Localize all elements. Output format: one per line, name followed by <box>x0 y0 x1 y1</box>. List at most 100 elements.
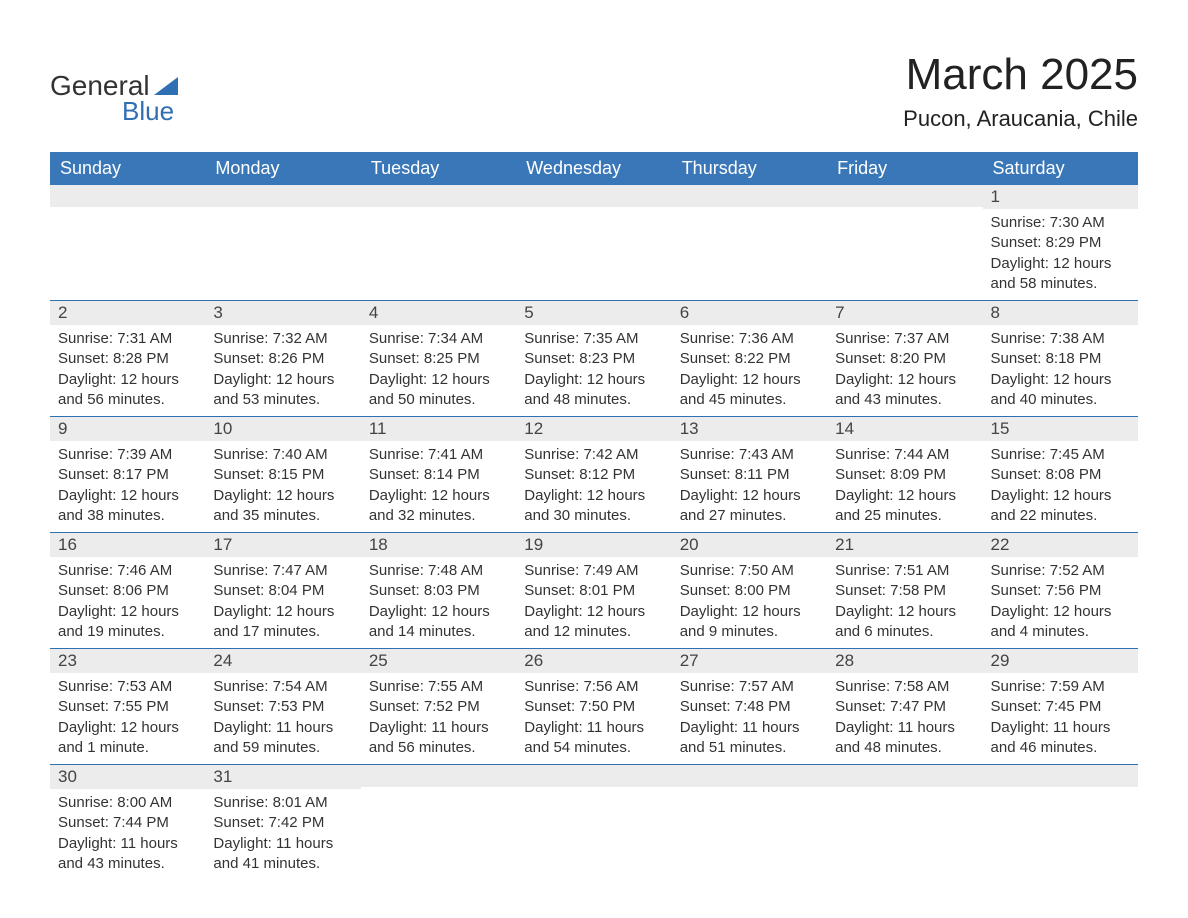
day-line: Daylight: 12 hours and 48 minutes. <box>524 370 663 411</box>
day-line: Sunrise: 7:41 AM <box>369 445 508 465</box>
calendar-cell: 22Sunrise: 7:52 AMSunset: 7:56 PMDayligh… <box>983 533 1138 649</box>
day-line: Sunset: 8:03 PM <box>369 581 508 601</box>
day-line: Sunrise: 7:36 AM <box>680 329 819 349</box>
day-line: Sunrise: 7:55 AM <box>369 677 508 697</box>
day-number <box>983 765 1138 787</box>
day-line: Daylight: 12 hours and 30 minutes. <box>524 486 663 527</box>
day-number: 24 <box>205 649 360 673</box>
day-content: Sunrise: 7:44 AMSunset: 8:09 PMDaylight:… <box>827 441 982 532</box>
day-line: Daylight: 12 hours and 56 minutes. <box>58 370 197 411</box>
day-line: Sunrise: 7:52 AM <box>991 561 1130 581</box>
day-line: Sunrise: 7:38 AM <box>991 329 1130 349</box>
day-line: Sunset: 7:45 PM <box>991 697 1130 717</box>
day-content <box>361 207 516 287</box>
day-line: Daylight: 12 hours and 35 minutes. <box>213 486 352 527</box>
day-content: Sunrise: 7:41 AMSunset: 8:14 PMDaylight:… <box>361 441 516 532</box>
day-line: Sunset: 7:53 PM <box>213 697 352 717</box>
calendar-cell: 10Sunrise: 7:40 AMSunset: 8:15 PMDayligh… <box>205 417 360 533</box>
day-header-tuesday: Tuesday <box>361 152 516 185</box>
day-line: Daylight: 12 hours and 14 minutes. <box>369 602 508 643</box>
day-content: Sunrise: 7:34 AMSunset: 8:25 PMDaylight:… <box>361 325 516 416</box>
calendar-cell: 5Sunrise: 7:35 AMSunset: 8:23 PMDaylight… <box>516 301 671 417</box>
day-line: Sunset: 7:42 PM <box>213 813 352 833</box>
day-number: 26 <box>516 649 671 673</box>
day-line: Sunrise: 7:43 AM <box>680 445 819 465</box>
day-content: Sunrise: 7:47 AMSunset: 8:04 PMDaylight:… <box>205 557 360 648</box>
day-line: Daylight: 12 hours and 32 minutes. <box>369 486 508 527</box>
day-content: Sunrise: 7:43 AMSunset: 8:11 PMDaylight:… <box>672 441 827 532</box>
day-content <box>827 207 982 287</box>
day-line: Daylight: 12 hours and 9 minutes. <box>680 602 819 643</box>
day-number: 29 <box>983 649 1138 673</box>
day-line: Daylight: 12 hours and 38 minutes. <box>58 486 197 527</box>
week-row: 2Sunrise: 7:31 AMSunset: 8:28 PMDaylight… <box>50 301 1138 417</box>
calendar-cell: 13Sunrise: 7:43 AMSunset: 8:11 PMDayligh… <box>672 417 827 533</box>
day-content: Sunrise: 7:49 AMSunset: 8:01 PMDaylight:… <box>516 557 671 648</box>
day-line: Sunrise: 7:58 AM <box>835 677 974 697</box>
day-line: Daylight: 11 hours and 59 minutes. <box>213 718 352 759</box>
day-line: Sunset: 7:52 PM <box>369 697 508 717</box>
day-line: Sunset: 7:44 PM <box>58 813 197 833</box>
day-content <box>672 207 827 287</box>
calendar-cell <box>205 185 360 301</box>
day-number: 21 <box>827 533 982 557</box>
calendar-cell: 29Sunrise: 7:59 AMSunset: 7:45 PMDayligh… <box>983 649 1138 765</box>
calendar-cell: 17Sunrise: 7:47 AMSunset: 8:04 PMDayligh… <box>205 533 360 649</box>
day-line: Daylight: 12 hours and 27 minutes. <box>680 486 819 527</box>
day-number <box>672 765 827 787</box>
day-number: 6 <box>672 301 827 325</box>
day-line: Sunset: 8:23 PM <box>524 349 663 369</box>
week-row: 23Sunrise: 7:53 AMSunset: 7:55 PMDayligh… <box>50 649 1138 765</box>
day-content: Sunrise: 7:50 AMSunset: 8:00 PMDaylight:… <box>672 557 827 648</box>
day-header-thursday: Thursday <box>672 152 827 185</box>
day-number: 25 <box>361 649 516 673</box>
day-content: Sunrise: 7:31 AMSunset: 8:28 PMDaylight:… <box>50 325 205 416</box>
day-line: Daylight: 12 hours and 1 minute. <box>58 718 197 759</box>
week-row: 9Sunrise: 7:39 AMSunset: 8:17 PMDaylight… <box>50 417 1138 533</box>
day-line: Sunrise: 7:34 AM <box>369 329 508 349</box>
header: General Blue March 2025 Pucon, Araucania… <box>50 50 1138 132</box>
day-line: Sunset: 8:09 PM <box>835 465 974 485</box>
day-line: Daylight: 12 hours and 6 minutes. <box>835 602 974 643</box>
day-line: Sunrise: 7:50 AM <box>680 561 819 581</box>
day-content: Sunrise: 7:36 AMSunset: 8:22 PMDaylight:… <box>672 325 827 416</box>
day-content: Sunrise: 7:37 AMSunset: 8:20 PMDaylight:… <box>827 325 982 416</box>
day-line: Sunset: 8:08 PM <box>991 465 1130 485</box>
day-line: Sunrise: 7:46 AM <box>58 561 197 581</box>
calendar-cell: 3Sunrise: 7:32 AMSunset: 8:26 PMDaylight… <box>205 301 360 417</box>
day-line: Daylight: 11 hours and 48 minutes. <box>835 718 974 759</box>
day-line: Sunrise: 7:44 AM <box>835 445 974 465</box>
calendar-cell <box>361 765 516 881</box>
calendar-cell: 20Sunrise: 7:50 AMSunset: 8:00 PMDayligh… <box>672 533 827 649</box>
day-number: 16 <box>50 533 205 557</box>
day-content: Sunrise: 7:40 AMSunset: 8:15 PMDaylight:… <box>205 441 360 532</box>
day-line: Sunset: 8:04 PM <box>213 581 352 601</box>
calendar-cell: 4Sunrise: 7:34 AMSunset: 8:25 PMDaylight… <box>361 301 516 417</box>
day-line: Sunset: 8:14 PM <box>369 465 508 485</box>
calendar-cell: 31Sunrise: 8:01 AMSunset: 7:42 PMDayligh… <box>205 765 360 881</box>
day-content: Sunrise: 7:48 AMSunset: 8:03 PMDaylight:… <box>361 557 516 648</box>
day-line: Sunset: 7:47 PM <box>835 697 974 717</box>
day-number: 2 <box>50 301 205 325</box>
day-content: Sunrise: 7:39 AMSunset: 8:17 PMDaylight:… <box>50 441 205 532</box>
day-number: 8 <box>983 301 1138 325</box>
day-line: Daylight: 11 hours and 41 minutes. <box>213 834 352 875</box>
day-content: Sunrise: 7:38 AMSunset: 8:18 PMDaylight:… <box>983 325 1138 416</box>
day-number <box>516 765 671 787</box>
day-number: 18 <box>361 533 516 557</box>
day-number: 30 <box>50 765 205 789</box>
calendar-cell <box>983 765 1138 881</box>
day-number: 4 <box>361 301 516 325</box>
day-content: Sunrise: 8:00 AMSunset: 7:44 PMDaylight:… <box>50 789 205 880</box>
day-number <box>50 185 205 207</box>
calendar-cell: 28Sunrise: 7:58 AMSunset: 7:47 PMDayligh… <box>827 649 982 765</box>
day-line: Sunset: 8:26 PM <box>213 349 352 369</box>
day-number: 27 <box>672 649 827 673</box>
calendar-cell: 8Sunrise: 7:38 AMSunset: 8:18 PMDaylight… <box>983 301 1138 417</box>
day-content <box>672 787 827 867</box>
day-content: Sunrise: 7:53 AMSunset: 7:55 PMDaylight:… <box>50 673 205 764</box>
day-line: Daylight: 12 hours and 19 minutes. <box>58 602 197 643</box>
day-number: 20 <box>672 533 827 557</box>
calendar-cell <box>827 765 982 881</box>
calendar-cell: 1Sunrise: 7:30 AMSunset: 8:29 PMDaylight… <box>983 185 1138 301</box>
